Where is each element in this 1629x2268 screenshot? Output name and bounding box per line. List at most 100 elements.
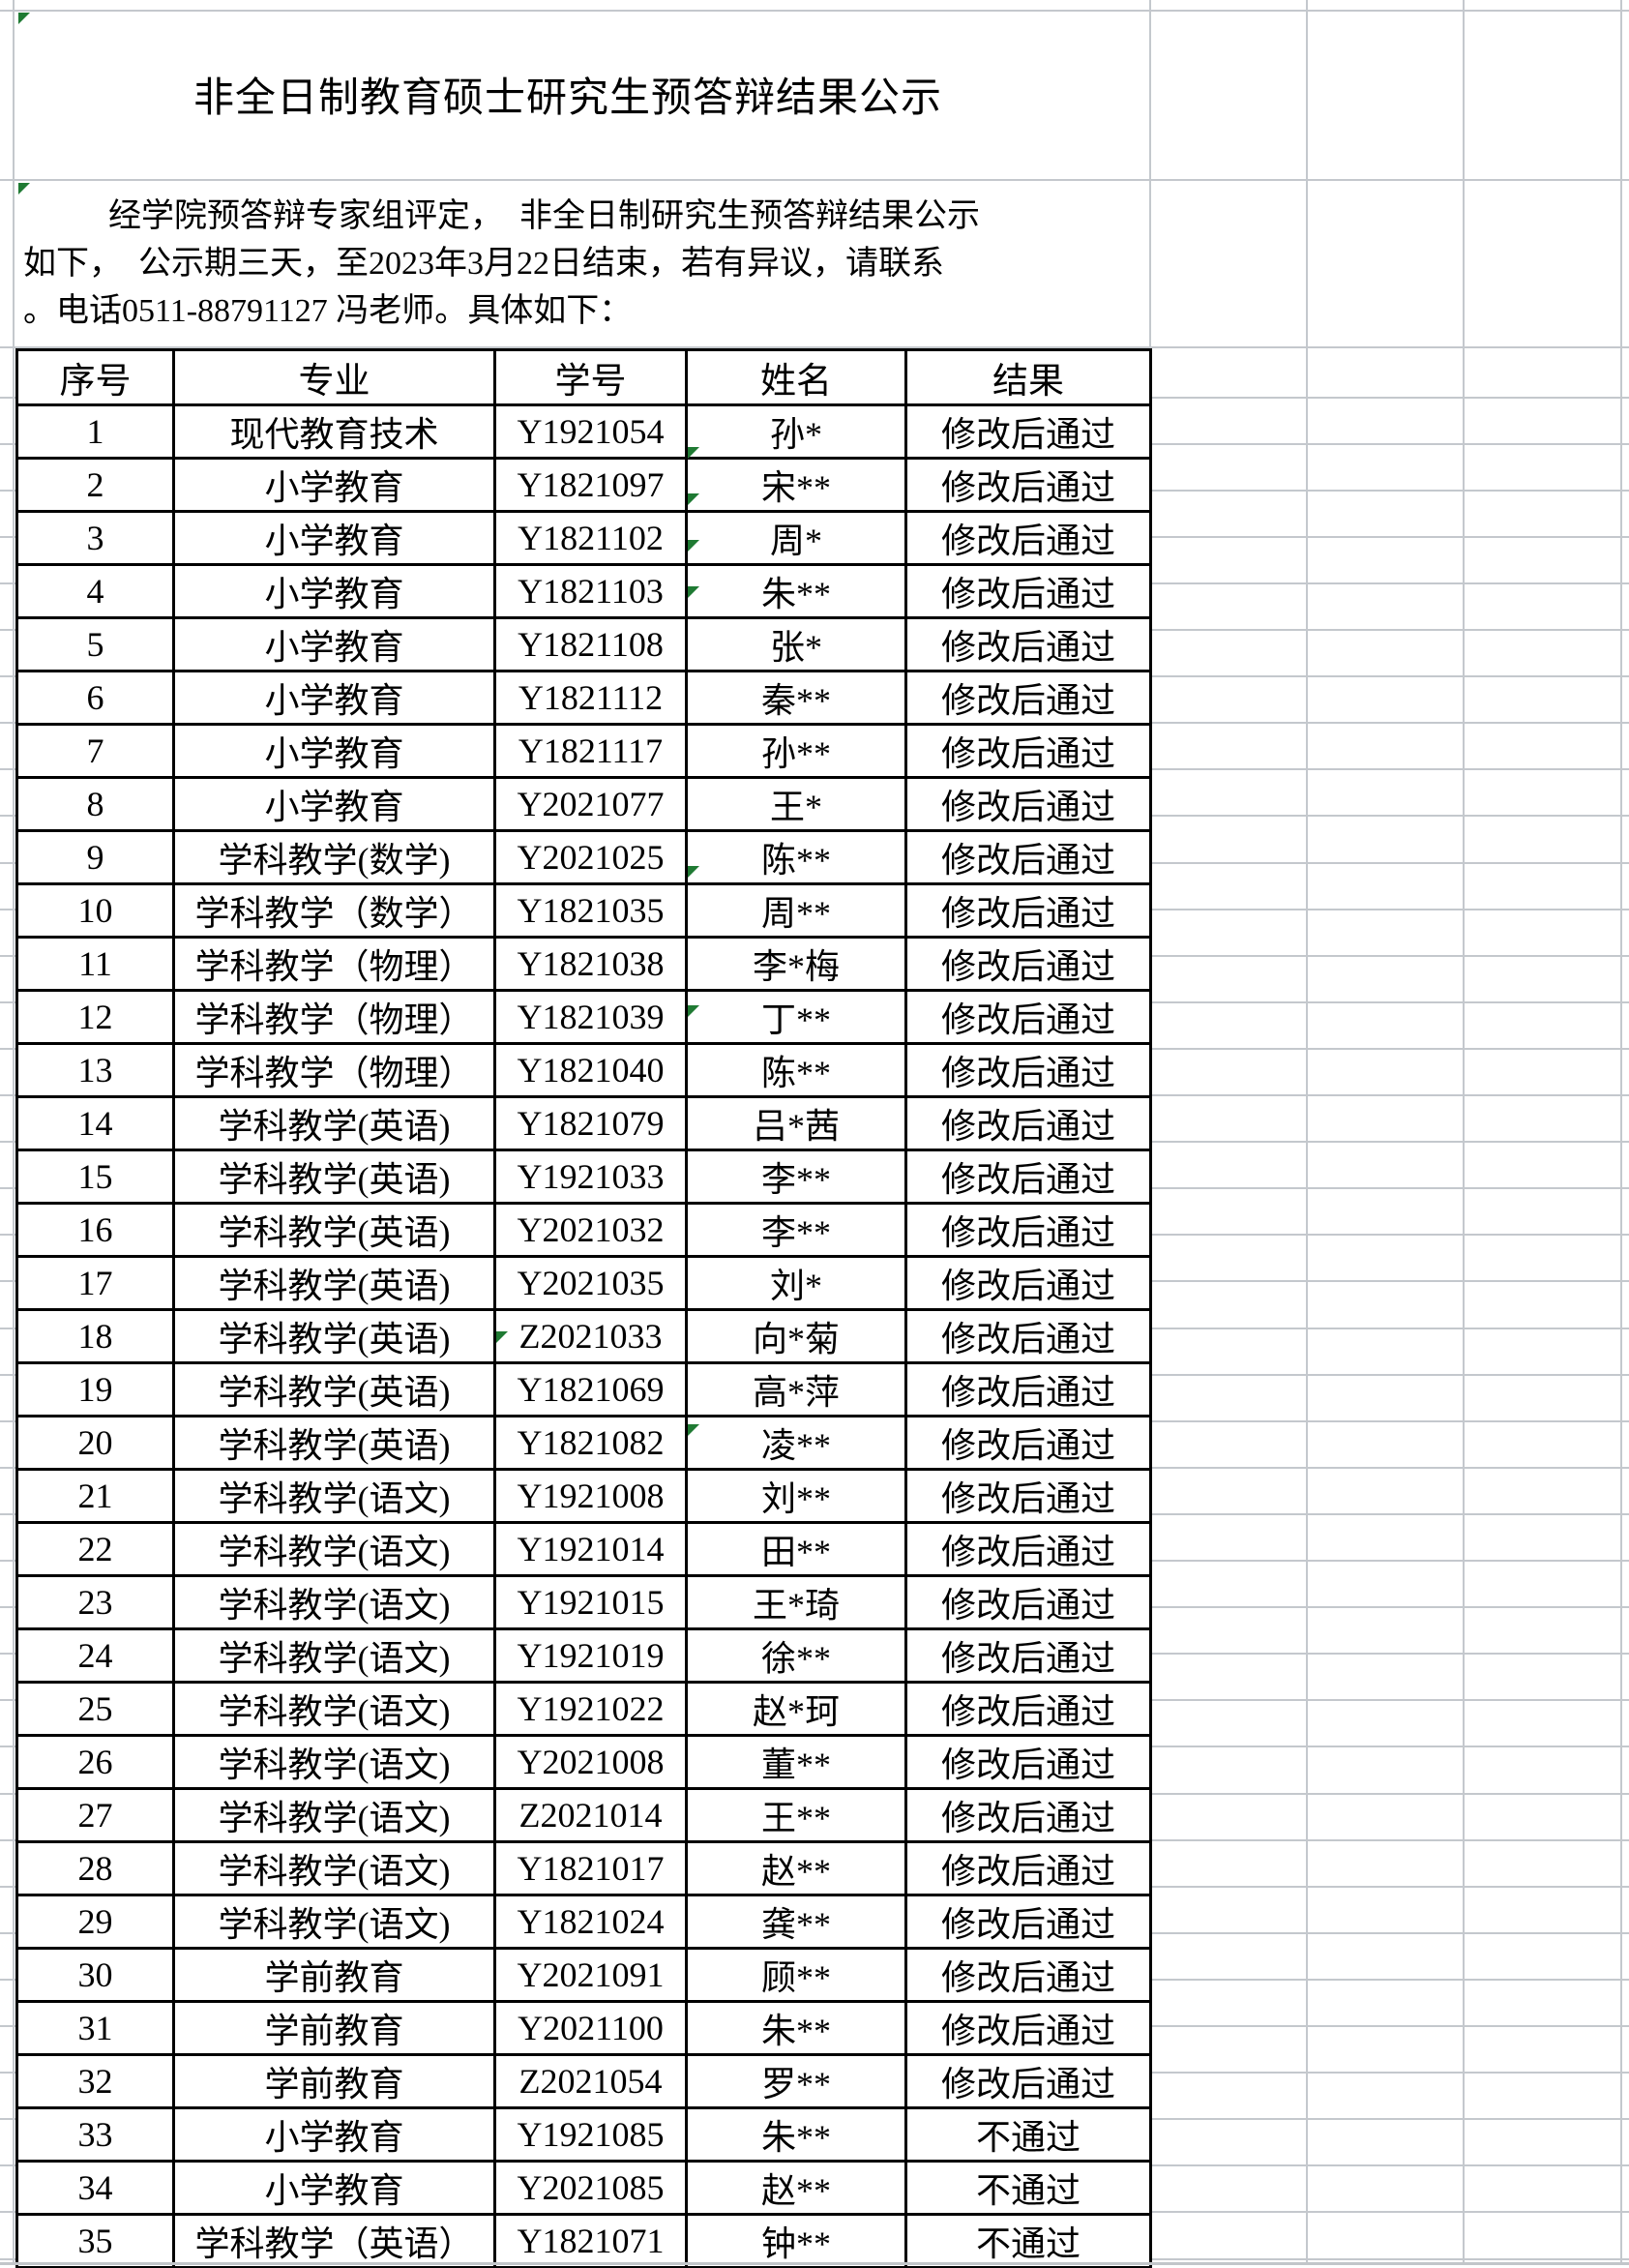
result-cell[interactable]: 修改后通过 [904,2000,1152,2056]
result-cell[interactable]: 修改后通过 [904,1894,1152,1950]
student-id-cell[interactable]: Y1921015 [493,1574,688,1630]
major-cell[interactable]: 学科教学(语文) [172,1681,496,1737]
serial-cell[interactable]: 17 [15,1255,175,1311]
header-result[interactable]: 结果 [904,348,1152,406]
serial-cell[interactable]: 5 [15,616,175,672]
serial-cell[interactable]: 3 [15,510,175,566]
major-cell[interactable]: 小学教育 [172,776,496,832]
name-cell[interactable]: 高*萍 [685,1361,907,1418]
result-cell[interactable]: 不通过 [904,2213,1152,2268]
serial-cell[interactable]: 29 [15,1894,175,1950]
major-cell[interactable]: 小学教育 [172,670,496,726]
serial-cell[interactable]: 13 [15,1042,175,1098]
name-cell[interactable]: 秦** [685,670,907,726]
serial-cell[interactable]: 19 [15,1361,175,1418]
student-id-cell[interactable]: Y1821040 [493,1042,688,1098]
name-cell[interactable]: 向*菊 [685,1308,907,1364]
result-cell[interactable]: 修改后通过 [904,1947,1152,2003]
serial-cell[interactable]: 6 [15,670,175,726]
major-cell[interactable]: 学科教学(语文) [172,1787,496,1843]
student-id-cell[interactable]: Y1821097 [493,457,688,513]
major-cell[interactable]: 学科教学(英语) [172,1415,496,1471]
major-cell[interactable]: 学科教学（物理） [172,1042,496,1098]
result-cell[interactable]: 修改后通过 [904,936,1152,992]
result-cell[interactable]: 修改后通过 [904,1042,1152,1098]
serial-cell[interactable]: 32 [15,2053,175,2109]
student-id-cell[interactable]: Z2021014 [493,1787,688,1843]
serial-cell[interactable]: 20 [15,1415,175,1471]
result-cell[interactable]: 修改后通过 [904,1415,1152,1471]
notice-cell[interactable]: 经学院预答辩专家组评定， 非全日制研究生预答辩结果公示 如下， 公示期三天，至2… [15,179,1149,348]
result-cell[interactable]: 修改后通过 [904,1574,1152,1630]
serial-cell[interactable]: 14 [15,1095,175,1151]
name-cell[interactable]: 丁** [685,989,907,1045]
major-cell[interactable]: 小学教育 [172,723,496,779]
result-cell[interactable]: 修改后通过 [904,616,1152,672]
student-id-cell[interactable]: Y1921054 [493,403,688,460]
serial-cell[interactable]: 28 [15,1840,175,1896]
student-id-cell[interactable]: Z2021033 [493,1308,688,1364]
name-cell[interactable]: 周* [685,510,907,566]
student-id-cell[interactable]: Y1821079 [493,1095,688,1151]
name-cell[interactable]: 李** [685,1202,907,1258]
title-cell[interactable]: 非全日制教育硕士研究生预答辩结果公示 [15,10,1149,179]
student-id-cell[interactable]: Y1821112 [493,670,688,726]
student-id-cell[interactable]: Y1821017 [493,1840,688,1896]
serial-cell[interactable]: 7 [15,723,175,779]
student-id-cell[interactable]: Y2021008 [493,1734,688,1790]
student-id-cell[interactable]: Y1821082 [493,1415,688,1471]
name-cell[interactable]: 吕*茜 [685,1095,907,1151]
name-cell[interactable]: 宋** [685,457,907,513]
major-cell[interactable]: 学前教育 [172,2053,496,2109]
major-cell[interactable]: 小学教育 [172,616,496,672]
serial-cell[interactable]: 18 [15,1308,175,1364]
result-cell[interactable]: 修改后通过 [904,510,1152,566]
serial-cell[interactable]: 24 [15,1627,175,1684]
major-cell[interactable]: 学科教学(语文) [172,1627,496,1684]
name-cell[interactable]: 赵** [685,2160,907,2216]
name-cell[interactable]: 田** [685,1521,907,1577]
major-cell[interactable]: 小学教育 [172,510,496,566]
header-name[interactable]: 姓名 [685,348,907,406]
major-cell[interactable]: 小学教育 [172,563,496,619]
serial-cell[interactable]: 8 [15,776,175,832]
serial-cell[interactable]: 22 [15,1521,175,1577]
result-cell[interactable]: 修改后通过 [904,882,1152,939]
result-cell[interactable]: 修改后通过 [904,1308,1152,1364]
serial-cell[interactable]: 35 [15,2213,175,2268]
serial-cell[interactable]: 33 [15,2106,175,2163]
name-cell[interactable]: 朱** [685,2000,907,2056]
serial-cell[interactable]: 12 [15,989,175,1045]
student-id-cell[interactable]: Y2021032 [493,1202,688,1258]
serial-cell[interactable]: 34 [15,2160,175,2216]
result-cell[interactable]: 修改后通过 [904,1468,1152,1524]
student-id-cell[interactable]: Y1921033 [493,1149,688,1205]
name-cell[interactable]: 王*琦 [685,1574,907,1630]
result-cell[interactable]: 修改后通过 [904,1787,1152,1843]
major-cell[interactable]: 现代教育技术 [172,403,496,460]
major-cell[interactable]: 学科教学（物理） [172,989,496,1045]
student-id-cell[interactable]: Y1821102 [493,510,688,566]
major-cell[interactable]: 学科教学(语文) [172,1521,496,1577]
header-student-id[interactable]: 学号 [493,348,688,406]
name-cell[interactable]: 钟** [685,2213,907,2268]
student-id-cell[interactable]: Y1921022 [493,1681,688,1737]
serial-cell[interactable]: 23 [15,1574,175,1630]
major-cell[interactable]: 学科教学(英语) [172,1202,496,1258]
major-cell[interactable]: 小学教育 [172,2160,496,2216]
name-cell[interactable]: 陈** [685,829,907,885]
serial-cell[interactable]: 31 [15,2000,175,2056]
student-id-cell[interactable]: Y2021100 [493,2000,688,2056]
major-cell[interactable]: 学前教育 [172,1947,496,2003]
result-cell[interactable]: 修改后通过 [904,1149,1152,1205]
student-id-cell[interactable]: Y1821039 [493,989,688,1045]
serial-cell[interactable]: 11 [15,936,175,992]
result-cell[interactable]: 修改后通过 [904,776,1152,832]
major-cell[interactable]: 学科教学(语文) [172,1840,496,1896]
serial-cell[interactable]: 1 [15,403,175,460]
major-cell[interactable]: 学前教育 [172,2000,496,2056]
major-cell[interactable]: 学科教学(语文) [172,1734,496,1790]
result-cell[interactable]: 修改后通过 [904,1734,1152,1790]
name-cell[interactable]: 徐** [685,1627,907,1684]
result-cell[interactable]: 修改后通过 [904,1681,1152,1737]
